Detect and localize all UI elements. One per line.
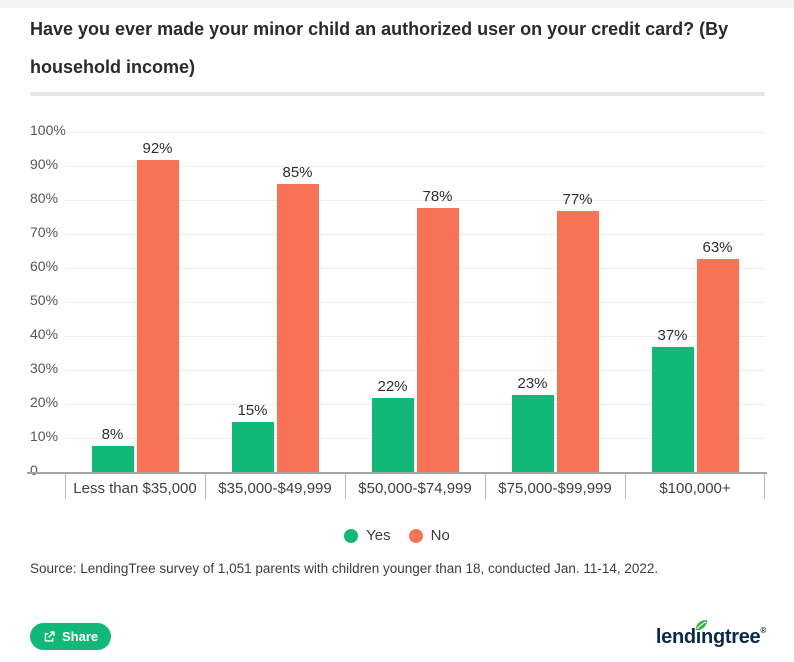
gridline: [65, 438, 765, 439]
legend-swatch: [408, 528, 423, 543]
leaf-icon: [693, 616, 709, 632]
x-axis-tick: [485, 473, 486, 499]
bar-value-label: 37%: [657, 327, 688, 345]
bar-value-label: 85%: [282, 164, 313, 181]
share-button[interactable]: Share: [30, 623, 112, 650]
gridline: [65, 370, 765, 371]
bar-value-label: 78%: [422, 187, 453, 205]
gridline: [65, 268, 765, 269]
x-axis-tick: [65, 473, 66, 499]
chart-title: Have you ever made your minor child an a…: [30, 19, 729, 77]
bar-no: 78%: [416, 188, 459, 473]
bar-no: 63%: [696, 239, 739, 473]
bar-value-label: 77%: [562, 191, 593, 209]
legend-swatch: [344, 528, 359, 543]
gridline: [65, 166, 765, 167]
legend-label: No: [430, 527, 450, 544]
bar-value-label: 92%: [142, 140, 173, 158]
bar-value-label: 22%: [377, 378, 408, 396]
bar-yes: 37%: [651, 327, 694, 473]
y-axis-tick-label: 0: [30, 462, 38, 478]
x-axis-category-label: $100,000+: [659, 480, 731, 497]
y-axis-tick-label: 70%: [30, 224, 59, 240]
bar-yes: 15%: [231, 402, 274, 473]
chart-legend: Yes No: [0, 527, 794, 544]
bar-yes: 23%: [511, 375, 554, 473]
legend-label: Yes: [366, 527, 391, 544]
gridline: [65, 234, 765, 235]
lendingtree-logo: lendingtree®: [655, 620, 766, 649]
bar-group: 15% 85%: [205, 133, 345, 473]
bar-group: 22% 78%: [345, 133, 485, 473]
gridline: [65, 336, 765, 337]
page-top-edge: [0, 0, 794, 8]
x-axis-tick: [205, 473, 206, 499]
gridline: [65, 302, 765, 303]
x-axis-line: [27, 472, 767, 474]
bar-group: 8% 92%: [65, 133, 205, 473]
y-axis-tick-label: 20%: [30, 394, 59, 410]
x-axis-category-label: $50,000-$74,999: [358, 480, 472, 497]
x-axis-tick: [625, 473, 626, 499]
registered-mark: ®: [760, 626, 766, 635]
y-axis: 0 10% 20% 30% 40% 50% 60% 70% 80% 90% 100%: [30, 123, 66, 477]
bar-yes: 8%: [91, 426, 134, 473]
source-note: Source: LendingTree survey of 1,051 pare…: [30, 561, 659, 576]
bar-chart: 0 10% 20% 30% 40% 50% 60% 70% 80% 90% 100% 8% 92% Le…: [27, 123, 767, 499]
y-axis-tick-label: 30%: [30, 360, 59, 376]
gridline: [65, 132, 765, 133]
gridline: [65, 404, 765, 405]
plot-area: 8% 92% Less than $35,000 15% 85% $35,000-$49,…: [65, 132, 765, 499]
x-axis-tick: [764, 473, 765, 499]
title-divider: [30, 92, 765, 96]
share-button-label: Share: [62, 629, 99, 644]
legend-item-yes: Yes: [344, 527, 391, 544]
brand-wordmark: lendingtree®: [655, 620, 766, 649]
bar-yes: 22%: [371, 378, 414, 473]
bar-value-label: 23%: [517, 374, 548, 392]
y-axis-tick-label: 60%: [30, 258, 59, 274]
x-axis-tick: [345, 473, 346, 499]
bar-no: 92%: [136, 140, 179, 473]
legend-item-no: No: [408, 527, 450, 544]
x-axis-category-label: $35,000-$49,999: [218, 480, 332, 497]
bar-value-label: 63%: [702, 238, 733, 256]
bar-no: 77%: [556, 191, 599, 473]
bar-group: 37% 63%: [625, 133, 765, 473]
brand-name: lendingtree: [655, 626, 761, 648]
bar-value-label: 15%: [237, 402, 268, 419]
y-axis-tick-label: 80%: [30, 190, 59, 206]
y-axis-tick-label: 90%: [30, 156, 59, 172]
share-icon: [43, 630, 56, 643]
bar-value-label: 8%: [101, 425, 124, 443]
gridline: [65, 200, 765, 201]
x-axis-category-label: Less than $35,000: [73, 480, 197, 497]
y-axis-tick-label: 100%: [30, 122, 66, 138]
y-axis-tick-label: 10%: [30, 428, 59, 444]
x-axis-category-label: $75,000-$99,999: [498, 480, 612, 497]
bar-group: 23% 77%: [485, 133, 625, 473]
y-axis-tick-label: 40%: [30, 326, 59, 342]
y-axis-tick-label: 50%: [30, 292, 59, 308]
bar-no: 85%: [276, 164, 319, 473]
